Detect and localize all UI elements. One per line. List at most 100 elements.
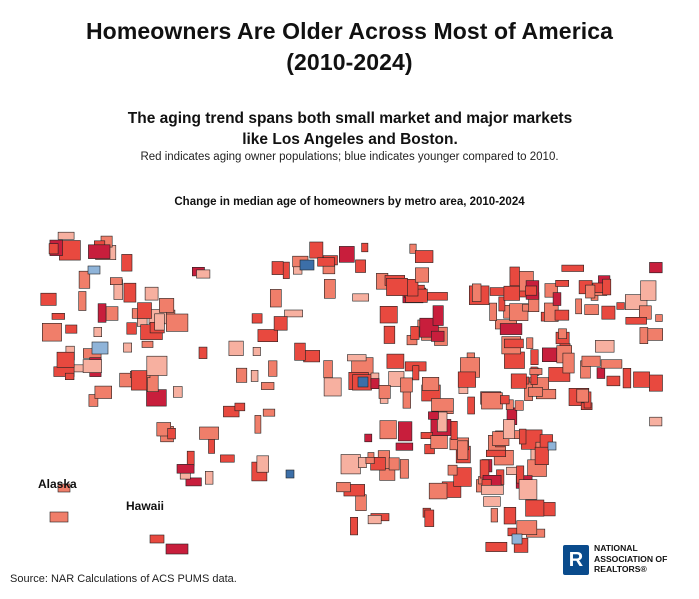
metro-area [388,457,400,471]
subtitle: The aging trend spans both small market … [60,108,640,150]
metro-area [51,313,65,320]
metro-area [600,359,623,369]
color-caption: Red indicates aging owner populations; b… [140,151,559,163]
metro-area [584,304,599,315]
metro-area [355,494,367,511]
page-title: Homeowners Are Older Across Most of Amer… [0,16,699,78]
metro-area [97,303,107,323]
metro-area [365,457,375,465]
metro-area [228,340,244,356]
metro-area [518,479,538,500]
realtor-r-icon: R [563,545,589,575]
nar-logo: R NATIONAL ASSOCIATION OF REALTORS® [563,543,691,581]
metro-area [252,347,261,356]
alaska-metro [57,483,71,493]
metro-area [284,309,303,318]
metro-area [530,349,539,365]
metro-areas [40,231,663,555]
metro-area [303,350,321,363]
metro-area [88,244,111,259]
subtitle-line-1: The aging trend spans both small market … [127,110,573,127]
metro-area [370,378,380,389]
metro-area [185,477,202,487]
hawaii-label: Hawaii [126,499,165,513]
metro-area [412,365,420,381]
metro-area [261,382,275,390]
metro-area [534,446,549,465]
metro-area [400,377,413,393]
metro-area [141,340,154,348]
metro-area [554,309,570,321]
metro-area [273,316,288,331]
metro-area [457,371,476,388]
metro-area [485,449,506,457]
metro-area [176,464,195,474]
metro-area [575,298,582,315]
metro-area [166,313,189,332]
metro-area [514,400,524,411]
metro-area [576,388,589,403]
metro-area [625,317,647,325]
metro-area [121,254,133,272]
metro-area [481,484,504,495]
metro-area [649,416,663,427]
metro-area [415,267,429,283]
metro-area [386,353,405,369]
metro-map [40,231,663,555]
metro-area [432,305,444,326]
metro-area [93,327,103,338]
metro-area [414,250,434,263]
metro-area [350,516,358,536]
metro-area [208,438,215,454]
metro-area-younger [285,469,295,479]
metro-area [198,346,208,359]
metro-area [41,323,62,342]
title-line-2: (2010-2024) [286,49,413,75]
map-heading: Change in median age of homeowners by me… [174,196,525,208]
metro-area [269,289,282,308]
metro-area [552,292,562,306]
metro-area [336,482,351,493]
metro-area [601,305,616,320]
metro-area [595,340,615,353]
metro-area-younger [87,265,101,275]
title-line-1: Homeowners Are Older Across Most of Amer… [85,18,614,44]
metro-area [196,269,211,279]
metro-area [655,314,663,322]
metro-area [323,377,342,397]
metro-area [105,306,119,321]
metro-area [378,385,391,399]
metro-area-younger [299,259,315,271]
metro-area [510,373,527,389]
metro-area [65,324,78,334]
metro-area [110,277,123,285]
metro-area [220,454,235,463]
metro-area [398,421,413,442]
metro-area [481,392,503,410]
metro-area [516,520,538,536]
metro-area [606,375,621,387]
metro-area [146,355,168,376]
metro-area [555,279,569,287]
metro-area [294,342,306,361]
metro-area [457,440,469,460]
metro-area [471,283,482,302]
metro-area [428,411,439,420]
metro-area [530,366,538,385]
metro-area [602,278,612,296]
metro-area [94,385,113,399]
metro-area [526,337,534,349]
metro-area [467,396,475,415]
metro-area [223,405,240,418]
metro-area [424,509,435,527]
metro-area [528,387,543,397]
metro-area [358,457,367,468]
metro-area [131,370,148,391]
metro-area [144,286,159,301]
metro-area [48,243,59,255]
hawaii-metro [165,543,189,555]
metro-area [483,496,501,507]
metro-area [338,246,355,263]
metro-area [622,368,632,389]
metro-area [88,394,99,407]
